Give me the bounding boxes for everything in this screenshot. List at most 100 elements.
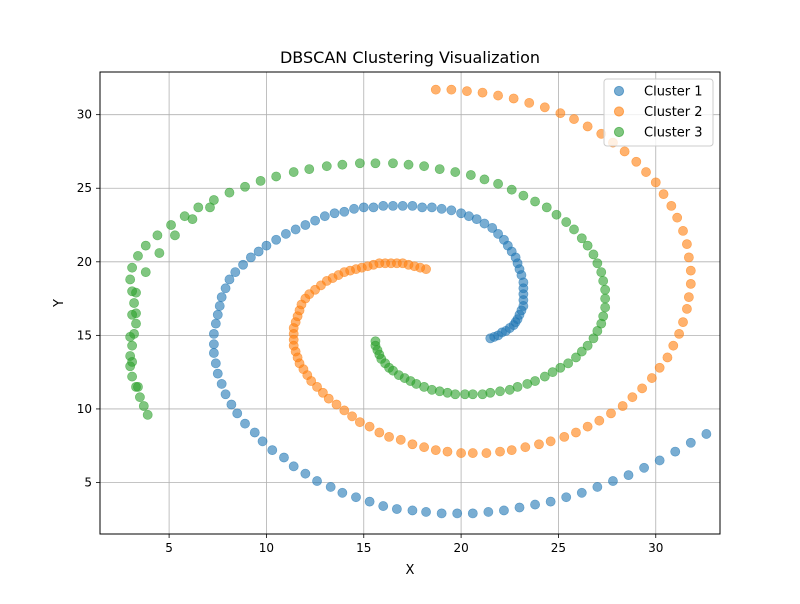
data-point	[545, 496, 556, 507]
data-point	[255, 175, 266, 186]
data-point	[364, 421, 375, 432]
data-point	[563, 358, 574, 369]
data-point	[654, 455, 665, 466]
data-point	[678, 226, 688, 236]
data-point	[430, 445, 441, 456]
data-point	[170, 230, 180, 241]
data-point	[668, 340, 679, 351]
data-point	[220, 283, 231, 294]
data-point	[481, 448, 492, 458]
data-point	[495, 446, 505, 457]
data-point	[631, 156, 642, 167]
data-point	[485, 387, 496, 398]
data-point	[212, 309, 223, 320]
data-point	[205, 202, 215, 213]
data-point	[306, 376, 317, 386]
data-point	[683, 292, 694, 303]
plot-frame	[99, 71, 721, 535]
data-point	[125, 331, 136, 342]
data-point	[364, 496, 375, 507]
data-point	[138, 401, 149, 411]
data-point	[131, 318, 141, 329]
data-point	[456, 448, 466, 458]
data-point	[354, 158, 365, 169]
data-point	[325, 482, 336, 492]
data-point	[534, 439, 544, 450]
data-point	[419, 442, 430, 453]
data-point	[349, 203, 359, 214]
data-point	[351, 492, 361, 503]
data-point	[240, 181, 250, 192]
data-point	[654, 362, 665, 373]
data-point	[662, 352, 673, 363]
data-point	[487, 223, 498, 233]
legend: Cluster 1 Cluster 2 Cluster 3	[603, 78, 714, 147]
legend-marker	[613, 85, 625, 97]
data-point	[208, 339, 219, 350]
data-point	[672, 212, 683, 223]
data-point	[281, 228, 291, 239]
data-point	[436, 203, 447, 214]
data-point	[514, 502, 525, 513]
data-point	[685, 265, 696, 276]
data-point	[682, 303, 692, 314]
data-point	[479, 174, 490, 185]
data-point	[551, 209, 562, 220]
data-point	[253, 246, 264, 257]
data-point	[210, 318, 221, 329]
data-point	[216, 379, 227, 389]
data-point	[312, 476, 322, 486]
data-point	[547, 367, 558, 378]
data-point	[456, 208, 466, 219]
x-tick-label: 10	[259, 541, 274, 555]
legend-marker	[613, 126, 625, 138]
data-point	[317, 387, 328, 398]
legend-label: Cluster 1	[644, 85, 703, 100]
legend-box	[603, 78, 714, 147]
chart-title: DBSCAN Clustering Visualization	[280, 48, 540, 67]
data-point	[682, 239, 692, 250]
data-point	[140, 267, 151, 278]
data-point	[407, 439, 418, 450]
data-point	[426, 202, 437, 213]
data-point	[135, 392, 145, 403]
data-point	[446, 205, 457, 216]
data-point	[598, 311, 609, 322]
data-point	[650, 177, 661, 188]
data-point	[300, 220, 311, 230]
x-tick-label: 15	[356, 541, 371, 555]
data-point	[495, 386, 505, 397]
data-point	[378, 200, 389, 211]
series-2	[288, 84, 696, 458]
data-point	[430, 84, 441, 95]
x-tick-label: 20	[453, 541, 468, 555]
data-point	[641, 167, 651, 177]
data-point	[530, 499, 540, 510]
data-point	[569, 114, 579, 124]
data-point	[685, 278, 696, 289]
data-point	[600, 302, 611, 313]
data-point	[467, 448, 478, 458]
data-point	[133, 251, 143, 261]
data-point	[238, 259, 248, 270]
data-point	[561, 492, 572, 503]
data-point	[407, 200, 418, 211]
data-point	[512, 381, 523, 392]
y-tick-label: 25	[77, 181, 92, 195]
data-point	[378, 501, 389, 511]
data-point	[127, 356, 138, 367]
data-point	[462, 86, 472, 97]
data-point	[304, 164, 315, 175]
data-point	[388, 200, 398, 211]
data-point	[208, 328, 219, 339]
data-point	[539, 102, 550, 113]
data-point	[249, 427, 260, 438]
data-point	[354, 417, 365, 428]
data-point	[571, 427, 581, 438]
data-point	[129, 298, 139, 308]
data-point	[214, 301, 225, 311]
data-point	[331, 399, 342, 410]
data-point	[321, 161, 332, 172]
data-point	[152, 230, 163, 241]
